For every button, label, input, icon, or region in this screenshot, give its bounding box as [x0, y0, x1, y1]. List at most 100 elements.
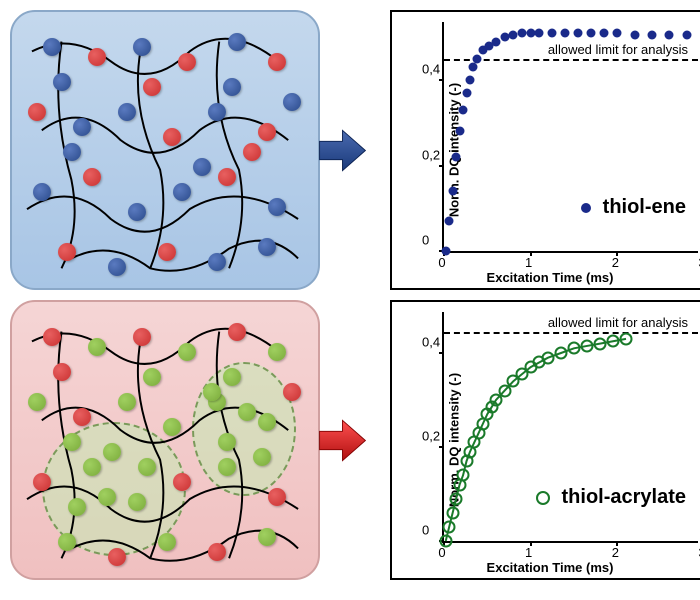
network-bead [63, 433, 81, 451]
xlabel: Excitation Time (ms) [487, 270, 614, 285]
data-point [542, 351, 555, 364]
data-point [455, 127, 464, 136]
arrow-bottom [305, 300, 380, 580]
ytick-label: 0 [422, 233, 429, 248]
legend-label: thiol-ene [603, 196, 686, 219]
network-bead [218, 168, 236, 186]
chart-thiol-acrylate: Norm. DQ intensity (-) Excitation Time (… [390, 300, 700, 580]
data-point [443, 520, 456, 533]
xtick-label: 1 [525, 545, 532, 560]
data-point [648, 31, 657, 40]
network-bead [228, 33, 246, 51]
network-bead [218, 458, 236, 476]
data-point [518, 29, 527, 38]
network-bead [53, 73, 71, 91]
network-bead [163, 418, 181, 436]
network-bead [268, 488, 286, 506]
network-bead [98, 488, 116, 506]
ytick-label: 0,2 [422, 429, 440, 444]
data-point [620, 332, 633, 345]
xtick-label: 1 [525, 255, 532, 270]
network-panel-thiol-acrylate [10, 300, 320, 580]
network-bead [128, 493, 146, 511]
network-bead [243, 143, 261, 161]
data-point [613, 29, 622, 38]
data-point [555, 347, 568, 360]
network-bead [133, 38, 151, 56]
xlabel: Excitation Time (ms) [487, 560, 614, 575]
network-bead [33, 473, 51, 491]
network-bead [208, 103, 226, 121]
network-bead [158, 533, 176, 551]
network-bead [193, 158, 211, 176]
network-bead [173, 473, 191, 491]
network-bead [258, 413, 276, 431]
data-point [466, 76, 475, 85]
data-point [459, 106, 468, 115]
network-bead [258, 123, 276, 141]
network-bead [73, 408, 91, 426]
data-point [630, 31, 639, 40]
ytick-label: 0,4 [422, 335, 440, 350]
data-point [469, 63, 478, 72]
network-bead [73, 118, 91, 136]
network-bead [118, 393, 136, 411]
arrow-top [305, 10, 380, 290]
xtick-label: 0 [438, 255, 445, 270]
network-bead [58, 243, 76, 261]
network-bead [83, 458, 101, 476]
data-point [568, 342, 581, 355]
network-bead [208, 253, 226, 271]
data-point [600, 29, 609, 38]
ytick-label: 0 [422, 523, 429, 538]
network-bead [28, 393, 46, 411]
network-bead [253, 448, 271, 466]
network-bead [268, 343, 286, 361]
ytick-label: 0,4 [422, 62, 440, 77]
network-bead [43, 38, 61, 56]
network-bead [228, 323, 246, 341]
network-bead [53, 363, 71, 381]
network-bead [173, 183, 191, 201]
data-point [446, 506, 459, 519]
network-bead [58, 533, 76, 551]
data-point [448, 187, 457, 196]
xtick-label: 2 [612, 255, 619, 270]
network-bead [68, 498, 86, 516]
xtick-label: 0 [438, 545, 445, 560]
network-bead [88, 48, 106, 66]
network-bead [258, 528, 276, 546]
network-bead [103, 443, 121, 461]
network-bead [63, 143, 81, 161]
legend-thiol-ene: thiol-ene [581, 196, 686, 219]
network-bead [128, 203, 146, 221]
data-point [581, 339, 594, 352]
ytick-label: 0,2 [422, 147, 440, 162]
legend-marker [581, 203, 591, 213]
network-bead [283, 93, 301, 111]
network-bead [178, 53, 196, 71]
data-point [561, 29, 570, 38]
data-point [500, 33, 509, 42]
chart-thiol-ene: Norm. DQ intensity (-) Excitation Time (… [390, 10, 700, 290]
network-panel-thiol-ene [10, 10, 320, 290]
network-bead [108, 548, 126, 566]
network-bead [218, 433, 236, 451]
data-point [574, 29, 583, 38]
data-point [594, 337, 607, 350]
network-bead [208, 543, 226, 561]
network-bead [203, 383, 221, 401]
data-point [682, 31, 691, 40]
network-bead [258, 238, 276, 256]
data-point [462, 88, 471, 97]
network-bead [268, 198, 286, 216]
network-bead [283, 383, 301, 401]
data-point [509, 31, 518, 40]
network-bead [28, 103, 46, 121]
network-bead [158, 243, 176, 261]
data-point [548, 29, 557, 38]
data-point [535, 29, 544, 38]
network-bead [143, 78, 161, 96]
network-bead [133, 328, 151, 346]
allowed-limit-line [444, 59, 698, 61]
